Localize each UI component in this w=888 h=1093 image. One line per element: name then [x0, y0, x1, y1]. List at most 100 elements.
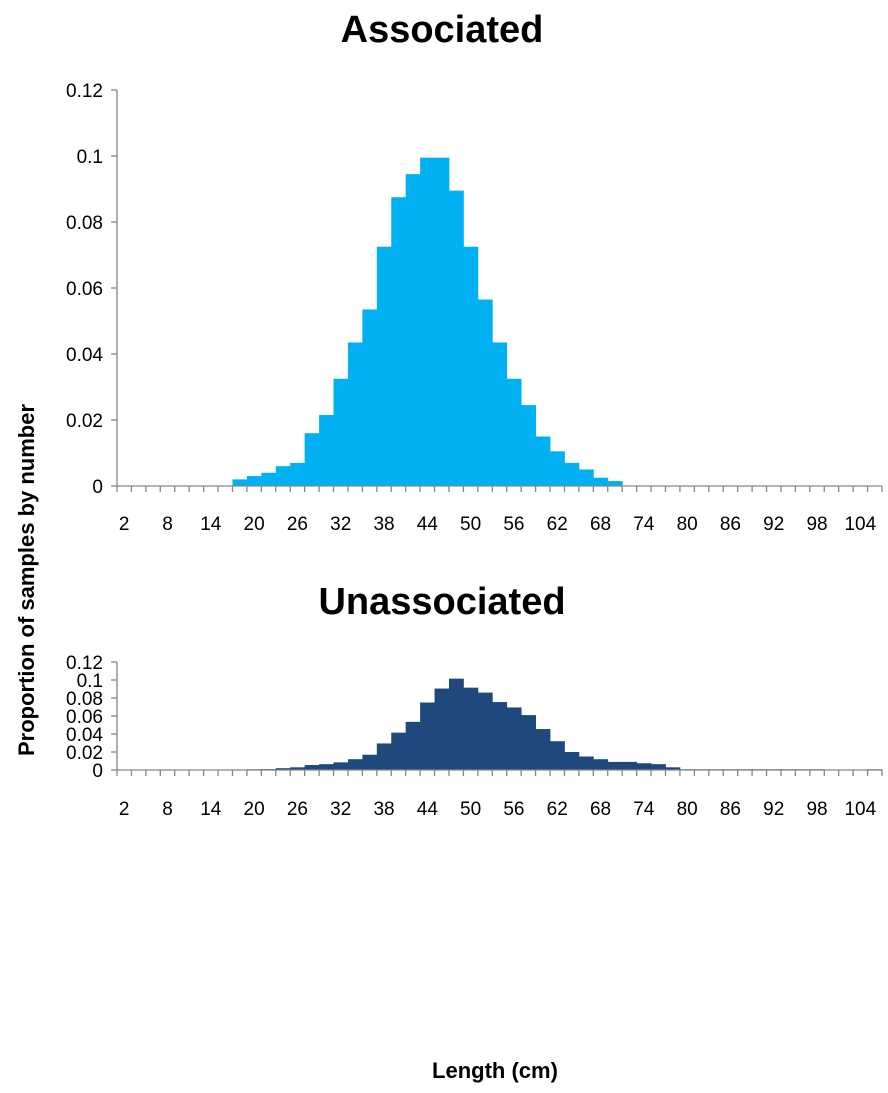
chart-1-bar [535, 436, 551, 486]
chart-2-x-tick-label: 68 [590, 799, 611, 820]
chart-1-y-tick-label: 0 [92, 477, 103, 498]
chart-1-y-tick-label: 0.06 [66, 279, 103, 300]
chart-1-y-tick-label: 0.08 [66, 213, 103, 234]
chart-1-bar [492, 342, 508, 486]
chart-1-x-tick-label: 80 [677, 514, 698, 535]
chart-1-bar [434, 157, 450, 486]
chart-2-bar [665, 767, 681, 770]
chart-1-x-tick-label: 44 [417, 514, 439, 535]
chart-1-bar [463, 246, 479, 486]
chart-2-bar [420, 702, 435, 770]
chart-2-y-tick-label: 0.06 [66, 707, 103, 728]
chart-2-x-tick-label: 26 [287, 799, 308, 820]
chart-2-y-tick-label: 0.04 [66, 725, 103, 746]
chart-1-x-tick-label: 38 [373, 514, 394, 535]
chart-1-bar [290, 462, 306, 486]
chart-2-x-tick-label: 92 [763, 799, 784, 820]
chart-1-x-tick-label: 62 [547, 514, 568, 535]
chart-1-bar [420, 157, 435, 486]
chart-1-y-tick-label: 0.02 [66, 411, 103, 432]
chart-2-x-tick-label: 14 [200, 799, 222, 820]
chart-2-x-tick-label: 32 [330, 799, 351, 820]
chart-1-bar [362, 309, 378, 486]
chart-2-y-tick-label: 0.08 [66, 689, 103, 710]
chart-1-bar [304, 433, 320, 486]
y-axis-label: Proportion of samples by number [14, 404, 39, 756]
chart-1-bar [232, 479, 248, 486]
chart-2-bar [405, 721, 421, 770]
chart-2-x-tick-label: 2 [119, 799, 130, 820]
chart-2-x-tick-label: 44 [417, 799, 439, 820]
chart-1-bar [246, 476, 262, 486]
chart-2-bar [622, 761, 638, 770]
chart-2-bar [347, 759, 363, 770]
chart-2-bar [362, 754, 378, 770]
chart-2-x-tick-label: 74 [633, 799, 655, 820]
chart-1-x-tick-label: 104 [844, 514, 876, 535]
chart-1-bar [550, 451, 565, 486]
chart-2-bar [636, 763, 652, 770]
chart-1-x-tick-label: 86 [720, 514, 741, 535]
chart-2-title: Unassociated [318, 581, 565, 623]
chart-1-bar [319, 415, 334, 486]
chart-1-bar [564, 462, 580, 486]
chart-1-bar [477, 299, 493, 486]
chart-1-x-tick-label: 14 [200, 514, 222, 535]
chart-2-x-tick-label: 80 [677, 799, 698, 820]
chart-1-bar [578, 469, 594, 486]
chart-1-bar [405, 174, 421, 486]
chart-2-bar [448, 678, 464, 770]
chart-2-x-tick-label: 20 [244, 799, 265, 820]
chart-1-x-tick-label: 92 [763, 514, 784, 535]
chart-2-bar [593, 759, 609, 770]
chart-2-bar [304, 765, 320, 770]
chart-2-bar [607, 761, 623, 770]
chart-1-title: Associated [341, 9, 544, 51]
chart-1-x-tick-label: 56 [503, 514, 524, 535]
chart-2-y-tick-label: 0.12 [66, 653, 103, 674]
chart-1-bar [376, 246, 392, 486]
chart-2-bar [564, 752, 580, 770]
chart-1-bar [593, 477, 609, 486]
chart-1-x-tick-label: 20 [244, 514, 265, 535]
chart-1-bar [347, 342, 363, 486]
chart-2-bar [477, 692, 493, 770]
chart-1-x-tick-label: 68 [590, 514, 611, 535]
chart-2-bar [506, 707, 522, 770]
chart-2-y-tick-label: 0.1 [77, 671, 103, 692]
chart-2-bar [550, 741, 565, 770]
chart-1-y-tick-label: 0.12 [66, 81, 103, 102]
x-axis-label: Length (cm) [432, 1058, 558, 1083]
chart-2-bar [376, 743, 392, 770]
chart-1-x-tick-label: 8 [162, 514, 173, 535]
chart-2-x-tick-label: 98 [806, 799, 827, 820]
chart-2-bar [535, 729, 551, 770]
chart-1-bar [261, 472, 277, 486]
chart-1-bar [275, 466, 291, 486]
chart-2-x-tick-label: 104 [844, 799, 876, 820]
chart-1-x-tick-label: 26 [287, 514, 308, 535]
chart-1-x-tick-label: 50 [460, 514, 481, 535]
chart-2-bar [463, 687, 479, 770]
chart-1-bar [391, 197, 407, 486]
chart-2-x-tick-label: 38 [373, 799, 394, 820]
chart-2-bar [434, 688, 450, 770]
chart-2-y-tick-label: 0 [92, 761, 103, 782]
chart-2-y-tick-label: 0.02 [66, 743, 103, 764]
chart-2-bar [521, 715, 536, 770]
chart-1-y-tick-label: 0.1 [77, 147, 103, 168]
chart-2-panel: Unassociated 00.020.040.060.080.10.12 2 8 14… [66, 581, 883, 820]
chart-2-bar [492, 702, 508, 770]
chart-2-bar [578, 756, 594, 770]
chart-1-bar [521, 405, 536, 486]
chart-1-bar [448, 190, 464, 486]
chart-1-x-tick-label: 32 [330, 514, 351, 535]
chart-2-bar [319, 764, 334, 770]
chart-1-panel: Associated 0 0.02 0.04 0.06 0.08 0.1 0.12 2 8 14 20… [66, 9, 883, 535]
chart-1-bar [333, 378, 349, 486]
chart-1-bar [506, 378, 522, 486]
chart-1-bar [607, 481, 623, 486]
chart-2-bar [275, 768, 291, 770]
